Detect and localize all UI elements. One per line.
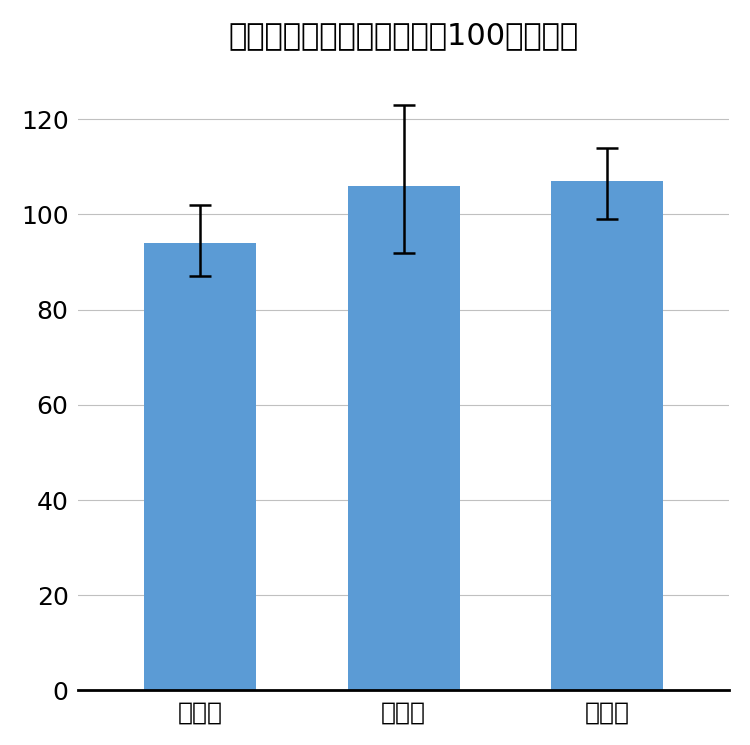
Bar: [145, 243, 256, 691]
Bar: [348, 186, 460, 691]
Title: 業務の質（標準的な一日を100として）: 業務の質（標準的な一日を100として）: [229, 21, 579, 50]
Bar: [551, 181, 663, 691]
